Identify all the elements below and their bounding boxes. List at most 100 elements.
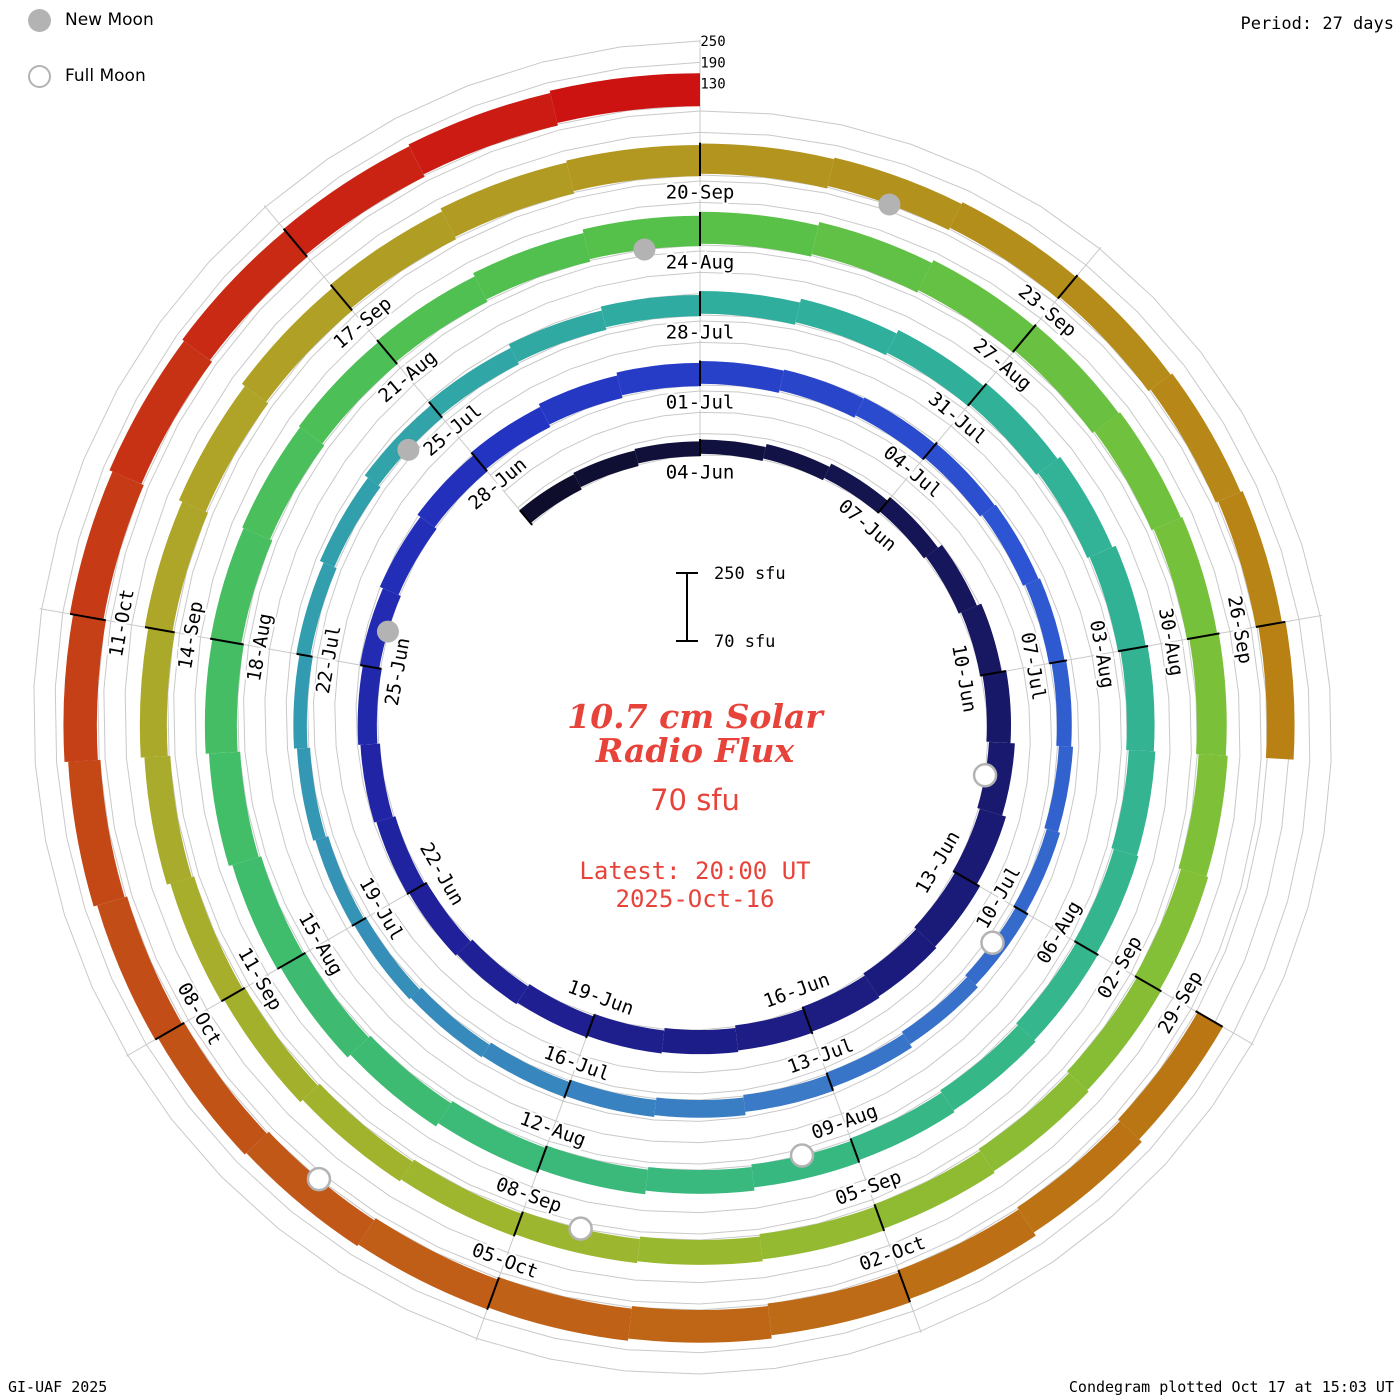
grid-radial xyxy=(263,205,534,526)
three-day-tick xyxy=(1057,274,1079,300)
flux-bar xyxy=(241,287,353,402)
three-day-tick xyxy=(351,916,367,927)
flux-bar xyxy=(139,627,175,758)
three-day-tick xyxy=(470,451,488,472)
flux-bar xyxy=(210,528,273,645)
flux-bar xyxy=(204,639,244,754)
flux-bar xyxy=(700,290,801,325)
flux-bar xyxy=(565,1079,657,1117)
flux-bar xyxy=(379,516,437,595)
flux-bar xyxy=(1117,1012,1223,1140)
flux-bar xyxy=(1051,660,1072,747)
flux-bar xyxy=(824,463,888,514)
three-day-tick xyxy=(585,1013,596,1039)
flux-bar xyxy=(280,952,369,1058)
flux-bar xyxy=(879,497,939,559)
flux-bar xyxy=(376,816,425,894)
three-day-tick xyxy=(801,1006,814,1035)
three-day-tick xyxy=(1186,632,1220,641)
legend-row-full-moon: Full Moon xyxy=(28,64,154,88)
flux-bar xyxy=(144,501,209,632)
flux-bar xyxy=(157,1022,267,1155)
three-day-tick xyxy=(209,637,244,646)
new-moon-marker xyxy=(633,238,656,261)
new-moon-marker xyxy=(878,193,901,216)
flux-bar xyxy=(360,743,393,823)
flux-bar xyxy=(487,1277,632,1341)
latest-date-label: 2025-Oct-16 xyxy=(615,885,775,913)
flux-bar xyxy=(438,1101,547,1173)
three-day-tick xyxy=(1073,940,1099,956)
flux-bar xyxy=(353,917,420,1000)
flux-bar xyxy=(700,439,766,462)
three-day-tick xyxy=(519,509,533,526)
flux-bar xyxy=(482,1042,570,1098)
three-day-tick xyxy=(1048,659,1068,665)
flux-bar xyxy=(925,544,977,614)
flux-bar xyxy=(549,73,700,123)
three-day-tick xyxy=(849,1138,861,1163)
plot-timestamp: Condegram plotted Oct 17 at 15:03 UT xyxy=(1068,1378,1394,1396)
flux-bar xyxy=(586,1014,665,1054)
three-day-tick xyxy=(329,284,353,312)
flux-bar xyxy=(519,474,582,524)
flux-bar xyxy=(982,504,1039,586)
flux-bar xyxy=(802,975,880,1032)
date-label: 14-Sep xyxy=(174,600,208,671)
flux-bar xyxy=(901,977,978,1045)
flux-bar xyxy=(1014,325,1119,433)
three-day-tick xyxy=(360,664,382,670)
full-moon-marker xyxy=(972,763,998,788)
flux-bar xyxy=(440,162,575,237)
flux-bar xyxy=(779,369,864,418)
flux-bar xyxy=(224,987,318,1103)
flux-bar xyxy=(471,406,551,470)
flux-bar xyxy=(1017,1121,1142,1233)
flux-bar xyxy=(743,1074,834,1112)
flux-bar xyxy=(700,143,835,189)
three-day-tick xyxy=(563,1079,572,1099)
flux-bar xyxy=(410,987,490,1058)
three-day-tick xyxy=(276,951,306,970)
three-day-tick xyxy=(877,497,892,514)
latest-time-label: Latest: 20:00 UT xyxy=(579,857,811,885)
three-day-tick xyxy=(486,1277,500,1311)
flux-bar xyxy=(1111,749,1156,856)
three-day-tick xyxy=(69,612,106,622)
flux-bar xyxy=(97,896,183,1040)
scale-bar-top-label: 250 sfu xyxy=(714,564,786,584)
flux-bar xyxy=(763,443,830,481)
flux-bar xyxy=(850,1092,955,1161)
new-moon-icon xyxy=(28,8,51,32)
flux-bar xyxy=(914,872,980,947)
flux-bar xyxy=(69,471,144,620)
flux-bar xyxy=(1258,621,1295,760)
flux-bar xyxy=(428,347,519,416)
flux-bar xyxy=(408,92,558,175)
date-label: 25-Jun xyxy=(381,636,415,707)
flux-bar xyxy=(538,1145,649,1195)
flux-bar xyxy=(109,340,213,485)
flux-bar xyxy=(924,443,995,517)
three-day-tick xyxy=(220,986,246,1003)
three-day-tick xyxy=(428,401,443,419)
flux-bar xyxy=(1044,745,1074,833)
three-day-tick xyxy=(536,1145,548,1173)
full-moon-marker xyxy=(980,930,1005,955)
radial-axis-label: 190 xyxy=(700,55,725,71)
flux-bar xyxy=(634,441,700,464)
flux-bar xyxy=(863,928,937,997)
three-day-tick xyxy=(922,441,938,460)
flux-bar xyxy=(855,397,936,460)
flux-bar xyxy=(357,665,382,745)
three-day-tick xyxy=(282,228,308,258)
flux-bar xyxy=(1218,490,1282,628)
flux-bar xyxy=(700,211,819,257)
flux-bar xyxy=(767,1272,911,1336)
flux-bar xyxy=(283,146,425,256)
flux-bar xyxy=(811,221,933,293)
radial-axis-label: 130 xyxy=(700,77,725,93)
date-label: 22-Jul xyxy=(312,624,346,695)
three-day-tick xyxy=(1013,905,1029,916)
